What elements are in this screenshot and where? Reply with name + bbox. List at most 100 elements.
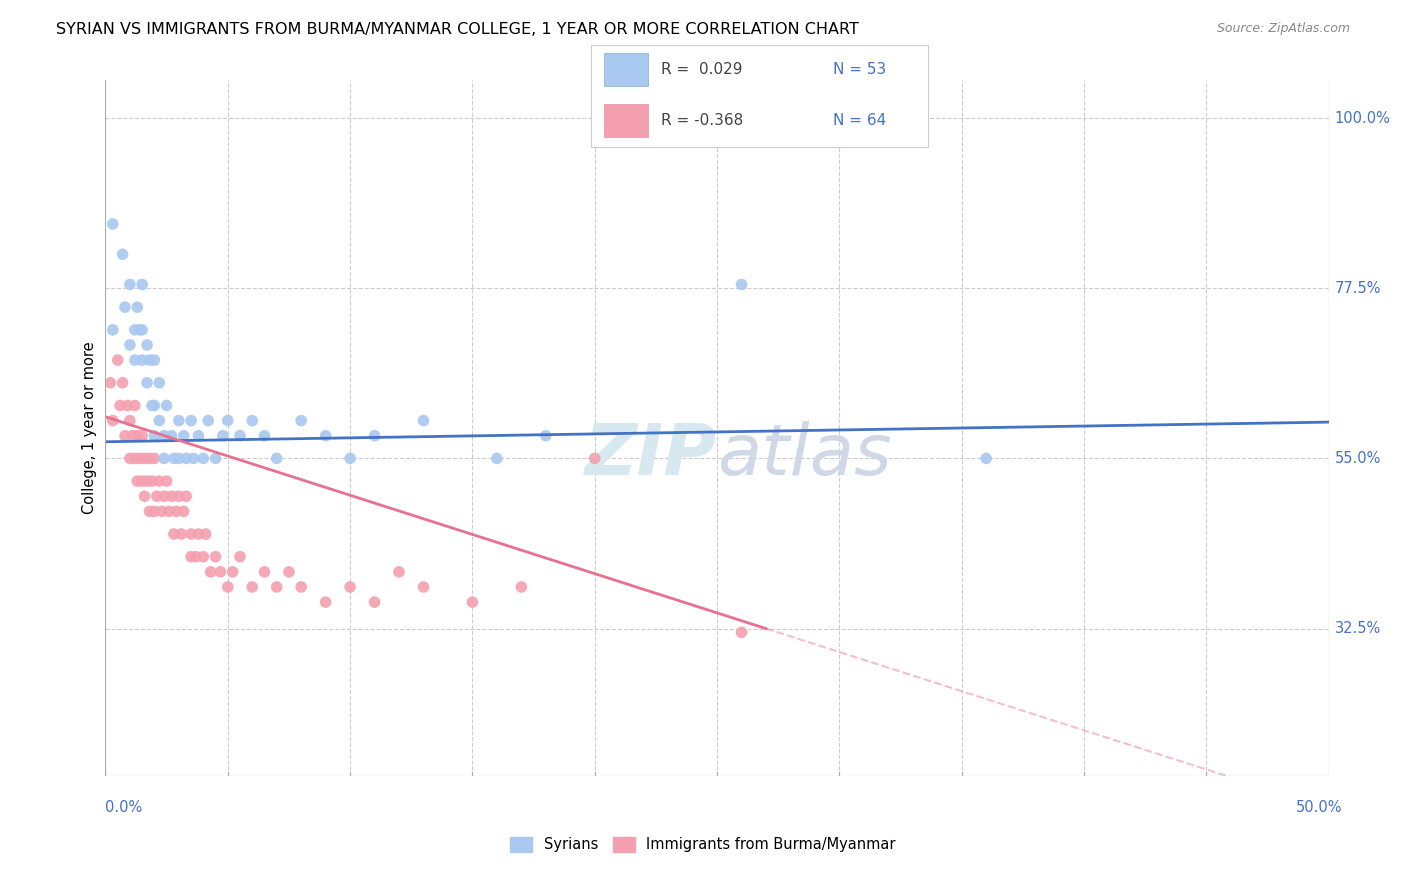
- Point: [114, 428, 136, 442]
- Point: [143, 353, 166, 368]
- Point: [163, 451, 186, 466]
- Point: [174, 451, 197, 466]
- Point: [253, 565, 276, 579]
- Point: [111, 376, 134, 390]
- Point: [193, 451, 215, 466]
- Point: [180, 549, 202, 564]
- Point: [290, 580, 312, 594]
- Point: [173, 504, 195, 518]
- Point: [197, 414, 219, 428]
- Point: [148, 414, 170, 428]
- Text: Source: ZipAtlas.com: Source: ZipAtlas.com: [1216, 22, 1350, 36]
- Point: [155, 399, 177, 413]
- Point: [131, 277, 153, 292]
- FancyBboxPatch shape: [605, 104, 648, 137]
- Text: 77.5%: 77.5%: [1334, 281, 1381, 296]
- Point: [157, 504, 180, 518]
- Point: [167, 414, 190, 428]
- Text: 0.0%: 0.0%: [105, 800, 142, 814]
- Point: [101, 323, 124, 337]
- Point: [143, 451, 166, 466]
- Point: [461, 595, 484, 609]
- Point: [117, 399, 139, 413]
- Point: [124, 399, 146, 413]
- Point: [167, 489, 190, 503]
- Point: [339, 580, 361, 594]
- Point: [136, 474, 159, 488]
- Point: [240, 580, 263, 594]
- Point: [155, 474, 177, 488]
- Point: [150, 504, 173, 518]
- Point: [204, 451, 226, 466]
- Point: [114, 300, 136, 314]
- Point: [363, 428, 385, 442]
- Y-axis label: College, 1 year or more: College, 1 year or more: [82, 342, 97, 515]
- Point: [253, 428, 276, 442]
- Point: [136, 338, 159, 352]
- Point: [143, 428, 166, 442]
- Point: [583, 451, 606, 466]
- Point: [194, 527, 217, 541]
- Text: 50.0%: 50.0%: [1296, 800, 1343, 814]
- Point: [485, 451, 508, 466]
- Point: [315, 595, 337, 609]
- Point: [148, 376, 170, 390]
- Point: [118, 451, 141, 466]
- Point: [229, 549, 252, 564]
- Point: [217, 414, 239, 428]
- Point: [187, 428, 209, 442]
- Point: [101, 414, 124, 428]
- Point: [212, 428, 235, 442]
- Text: atlas: atlas: [717, 422, 891, 491]
- Point: [134, 451, 156, 466]
- Point: [131, 474, 153, 488]
- Point: [148, 474, 170, 488]
- Point: [136, 376, 159, 390]
- Text: R =  0.029: R = 0.029: [661, 62, 742, 77]
- FancyBboxPatch shape: [605, 53, 648, 86]
- Point: [121, 428, 143, 442]
- Point: [138, 353, 160, 368]
- Point: [124, 451, 146, 466]
- Text: 55.0%: 55.0%: [1334, 451, 1381, 466]
- Text: 100.0%: 100.0%: [1334, 111, 1391, 126]
- Point: [730, 277, 752, 292]
- Point: [240, 414, 263, 428]
- Point: [101, 217, 124, 231]
- Point: [204, 549, 226, 564]
- Point: [278, 565, 301, 579]
- Point: [108, 399, 131, 413]
- Point: [363, 595, 385, 609]
- Point: [153, 428, 176, 442]
- Point: [128, 451, 150, 466]
- Point: [165, 504, 187, 518]
- FancyBboxPatch shape: [591, 45, 928, 147]
- Point: [131, 323, 153, 337]
- Point: [266, 580, 288, 594]
- Point: [174, 489, 197, 503]
- Point: [193, 549, 215, 564]
- Point: [315, 428, 337, 442]
- Point: [170, 527, 193, 541]
- Point: [107, 353, 129, 368]
- Point: [160, 489, 183, 503]
- Point: [153, 489, 176, 503]
- Text: SYRIAN VS IMMIGRANTS FROM BURMA/MYANMAR COLLEGE, 1 YEAR OR MORE CORRELATION CHAR: SYRIAN VS IMMIGRANTS FROM BURMA/MYANMAR …: [56, 22, 859, 37]
- Point: [138, 451, 160, 466]
- Point: [118, 277, 141, 292]
- Point: [534, 428, 557, 442]
- Point: [143, 504, 166, 518]
- Point: [141, 399, 163, 413]
- Point: [153, 451, 176, 466]
- Point: [510, 580, 533, 594]
- Point: [229, 428, 252, 442]
- Point: [111, 247, 134, 261]
- Point: [118, 338, 141, 352]
- Point: [160, 428, 183, 442]
- Point: [173, 428, 195, 442]
- Text: ZIP: ZIP: [585, 422, 717, 491]
- Point: [141, 474, 163, 488]
- Point: [131, 428, 153, 442]
- Point: [184, 549, 207, 564]
- Point: [180, 527, 202, 541]
